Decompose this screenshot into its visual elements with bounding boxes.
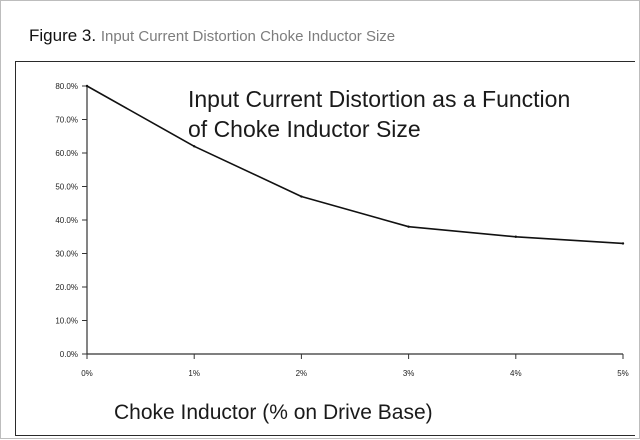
- y-tick-label: 10.0%: [55, 317, 78, 326]
- x-tick-label: 5%: [617, 369, 629, 378]
- y-tick-label: 0.0%: [60, 350, 78, 359]
- y-tick-label: 80.0%: [55, 82, 78, 91]
- data-point: [85, 84, 89, 88]
- chart-title-line: of Choke Inductor Size: [188, 116, 421, 142]
- data-point: [300, 195, 303, 198]
- y-tick-label: 70.0%: [55, 116, 78, 125]
- y-tick-label: 60.0%: [55, 149, 78, 158]
- series-line: [86, 85, 624, 245]
- data-point: [193, 145, 196, 148]
- x-tick-label: 0%: [81, 369, 93, 378]
- x-tick-label: 2%: [296, 369, 308, 378]
- x-axis-label: Choke Inductor (% on Drive Base): [114, 401, 433, 424]
- y-tick-label: 30.0%: [55, 250, 78, 259]
- x-tick-label: 1%: [188, 369, 200, 378]
- data-point: [407, 225, 410, 228]
- plot-area-box: [15, 61, 635, 436]
- x-tick-label: 3%: [403, 369, 415, 378]
- figure-subtitle: Input Current Distortion Choke Inductor …: [100, 28, 396, 45]
- y-tick-label: 50.0%: [55, 183, 78, 192]
- chart-title-line: Input Current Distortion as a Function: [188, 86, 570, 112]
- figure-label: Figure 3.: [29, 26, 97, 45]
- y-tick-label: 20.0%: [55, 283, 78, 292]
- data-point: [621, 242, 625, 245]
- y-tick-label: 40.0%: [55, 216, 78, 225]
- x-tick-label: 4%: [510, 369, 522, 378]
- data-point: [514, 235, 517, 238]
- figure-heading: Figure 3. Input Current Distortion Choke…: [29, 26, 395, 46]
